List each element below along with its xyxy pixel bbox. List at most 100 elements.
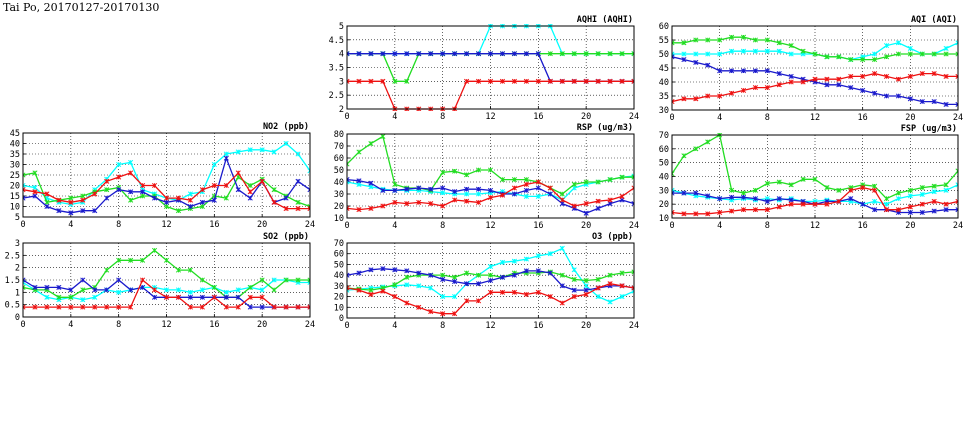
data-point-cyan [717, 51, 723, 57]
data-point-green [32, 170, 38, 176]
data-point-red [235, 170, 241, 176]
data-point-blue [895, 93, 901, 99]
y-tick-label: 10 [10, 203, 20, 213]
data-point-blue [872, 207, 878, 213]
data-point-cyan [919, 191, 925, 198]
data-point-blue [583, 210, 589, 216]
series-group [347, 24, 634, 111]
data-point-red [619, 283, 625, 289]
data-point-green [872, 57, 878, 63]
data-point-blue [347, 51, 350, 57]
y-tick-label: 20 [334, 293, 344, 303]
data-point-red [380, 288, 386, 294]
data-point-green [440, 169, 446, 175]
data-point-red [295, 304, 301, 310]
data-point-cyan [80, 297, 86, 303]
chart-title: FSP (ug/m3) [901, 124, 957, 134]
data-point-red [895, 76, 901, 82]
data-point-red [163, 195, 170, 201]
x-tick-label: 8 [116, 220, 121, 230]
y-tick-label: 4 [339, 50, 344, 60]
series-group [347, 133, 634, 216]
x-tick-label: 16 [533, 321, 543, 331]
data-point-blue [729, 194, 735, 200]
x-tick-label: 4 [392, 112, 397, 122]
data-point-blue [307, 187, 310, 193]
data-point-red [583, 291, 589, 297]
y-tick-label: 50 [334, 166, 344, 176]
data-point-blue [705, 62, 711, 68]
data-point-red [559, 300, 565, 306]
data-point-green [140, 257, 146, 263]
y-tick-label: 45 [10, 129, 20, 139]
data-point-green [571, 51, 577, 57]
data-point-green [848, 57, 854, 63]
data-point-blue [883, 93, 890, 99]
data-point-cyan [475, 191, 482, 197]
data-point-red [211, 294, 217, 300]
data-point-red [955, 73, 958, 79]
data-point-red [824, 76, 830, 82]
data-point-cyan [693, 51, 699, 57]
data-point-green [705, 139, 711, 145]
series-group [23, 140, 310, 216]
data-point-red [475, 298, 482, 304]
data-point-blue [380, 187, 386, 193]
data-point-red [499, 289, 506, 295]
data-point-green [487, 272, 494, 278]
data-point-blue [681, 57, 687, 63]
data-point-blue [464, 51, 470, 57]
data-point-red [836, 198, 842, 204]
data-point-green [464, 172, 470, 178]
data-point-cyan [788, 51, 794, 57]
data-point-cyan [559, 245, 565, 251]
chart-title: RSP (ug/m3) [577, 123, 633, 133]
data-point-cyan [223, 151, 229, 157]
data-point-red [283, 206, 289, 212]
data-point-green [452, 168, 458, 174]
y-tick-label: 55 [659, 36, 669, 46]
data-point-blue [511, 272, 517, 278]
x-tick-label: 24 [629, 221, 639, 231]
data-point-cyan [907, 45, 913, 51]
y-tick-label: 50 [334, 260, 344, 270]
data-point-blue [776, 196, 782, 202]
data-point-red [428, 201, 434, 207]
data-point-red [559, 197, 565, 203]
x-tick-label: 24 [305, 320, 315, 330]
data-point-red [571, 203, 577, 209]
data-point-red [23, 304, 26, 310]
data-point-red [812, 201, 818, 207]
data-point-blue [499, 51, 506, 57]
data-point-green [764, 37, 770, 43]
y-tick-label: 1.5 [5, 276, 20, 286]
data-point-green [895, 51, 901, 57]
y-tick-label: 60 [659, 145, 669, 155]
data-point-red [487, 78, 494, 84]
data-point-cyan [943, 45, 949, 51]
data-point-red [681, 211, 687, 217]
data-point-red [464, 298, 470, 304]
data-point-blue [955, 207, 958, 213]
data-point-green [80, 287, 86, 293]
data-point-green [607, 272, 613, 278]
data-point-green [163, 257, 170, 263]
data-point-cyan [740, 48, 747, 54]
data-point-blue [943, 207, 949, 213]
data-point-blue [404, 268, 410, 274]
x-tick-label: 16 [533, 221, 543, 231]
data-point-red [919, 201, 925, 207]
data-point-green [404, 274, 410, 280]
x-tick-label: 12 [810, 221, 820, 231]
data-point-red [523, 181, 529, 187]
data-point-cyan [175, 287, 182, 293]
data-point-blue [717, 196, 723, 202]
y-tick-label: 35 [10, 150, 20, 160]
data-point-blue [380, 266, 386, 272]
data-point-blue [404, 186, 410, 192]
data-point-green [23, 284, 26, 290]
data-point-red [211, 182, 217, 189]
x-tick-label: 12 [485, 112, 495, 122]
data-point-green [571, 276, 577, 282]
data-point-blue [764, 198, 770, 204]
